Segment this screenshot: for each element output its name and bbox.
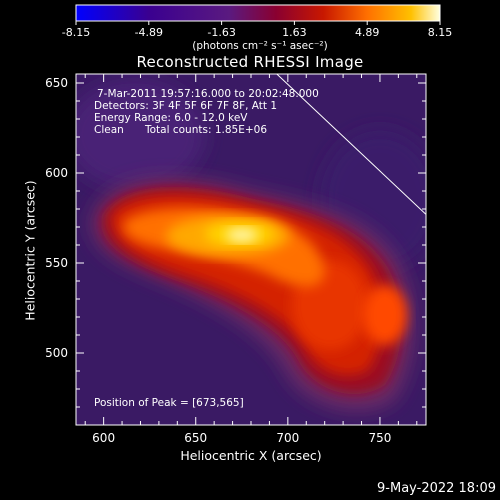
- x-tick-label: 700: [276, 431, 299, 445]
- y-axis-label: Heliocentric Y (arcsec): [22, 180, 38, 321]
- colorbar-tick-label: 4.89: [355, 26, 380, 39]
- y-tick-label: 600: [45, 166, 68, 180]
- colorbar-tick-label: 1.63: [282, 26, 307, 39]
- y-tick-label: 500: [45, 346, 68, 360]
- axis-ticks: 600 650 700 750 500 550 600 650: [45, 74, 426, 445]
- annotation-time: 7-Mar-2011 19:57:16.000 to 20:02:48.000: [97, 88, 319, 100]
- chart-title: Reconstructed RHESSI Image: [136, 53, 364, 71]
- x-tick-label: 750: [368, 431, 391, 445]
- colorbar-tick-label: -1.63: [207, 26, 235, 39]
- colorbar: [75, 4, 441, 22]
- x-tick-label: 600: [92, 431, 115, 445]
- annotation-peak: Position of Peak = [673,565]: [94, 397, 244, 409]
- colorbar-tick-label: 8.15: [428, 26, 453, 39]
- heatmap-image: [76, 80, 426, 412]
- colorbar-unit-label: (photons cm⁻² s⁻¹ asec⁻²): [192, 40, 328, 52]
- x-tick-label: 650: [184, 431, 207, 445]
- annotation-clean: Clean: [94, 124, 124, 136]
- annotation-counts: Total counts: 1.85E+06: [145, 124, 268, 136]
- colorbar-tick-label: -8.15: [62, 26, 90, 39]
- x-axis-label: Heliocentric X (arcsec): [180, 448, 322, 463]
- colorbar-ticks: -8.15 -4.89 -1.63 1.63 4.89 8.15: [62, 21, 453, 39]
- footer-date: 9-May-2022 18:09: [377, 481, 496, 496]
- y-tick-label: 550: [45, 256, 68, 270]
- annotation-energy: Energy Range: 6.0 - 12.0 keV: [94, 112, 248, 124]
- y-tick-label: 650: [45, 76, 68, 90]
- limb-line: [276, 74, 426, 215]
- annotation-detectors: Detectors: 3F 4F 5F 6F 7F 8F, Att 1: [94, 100, 278, 112]
- colorbar-tick-label: -4.89: [135, 26, 163, 39]
